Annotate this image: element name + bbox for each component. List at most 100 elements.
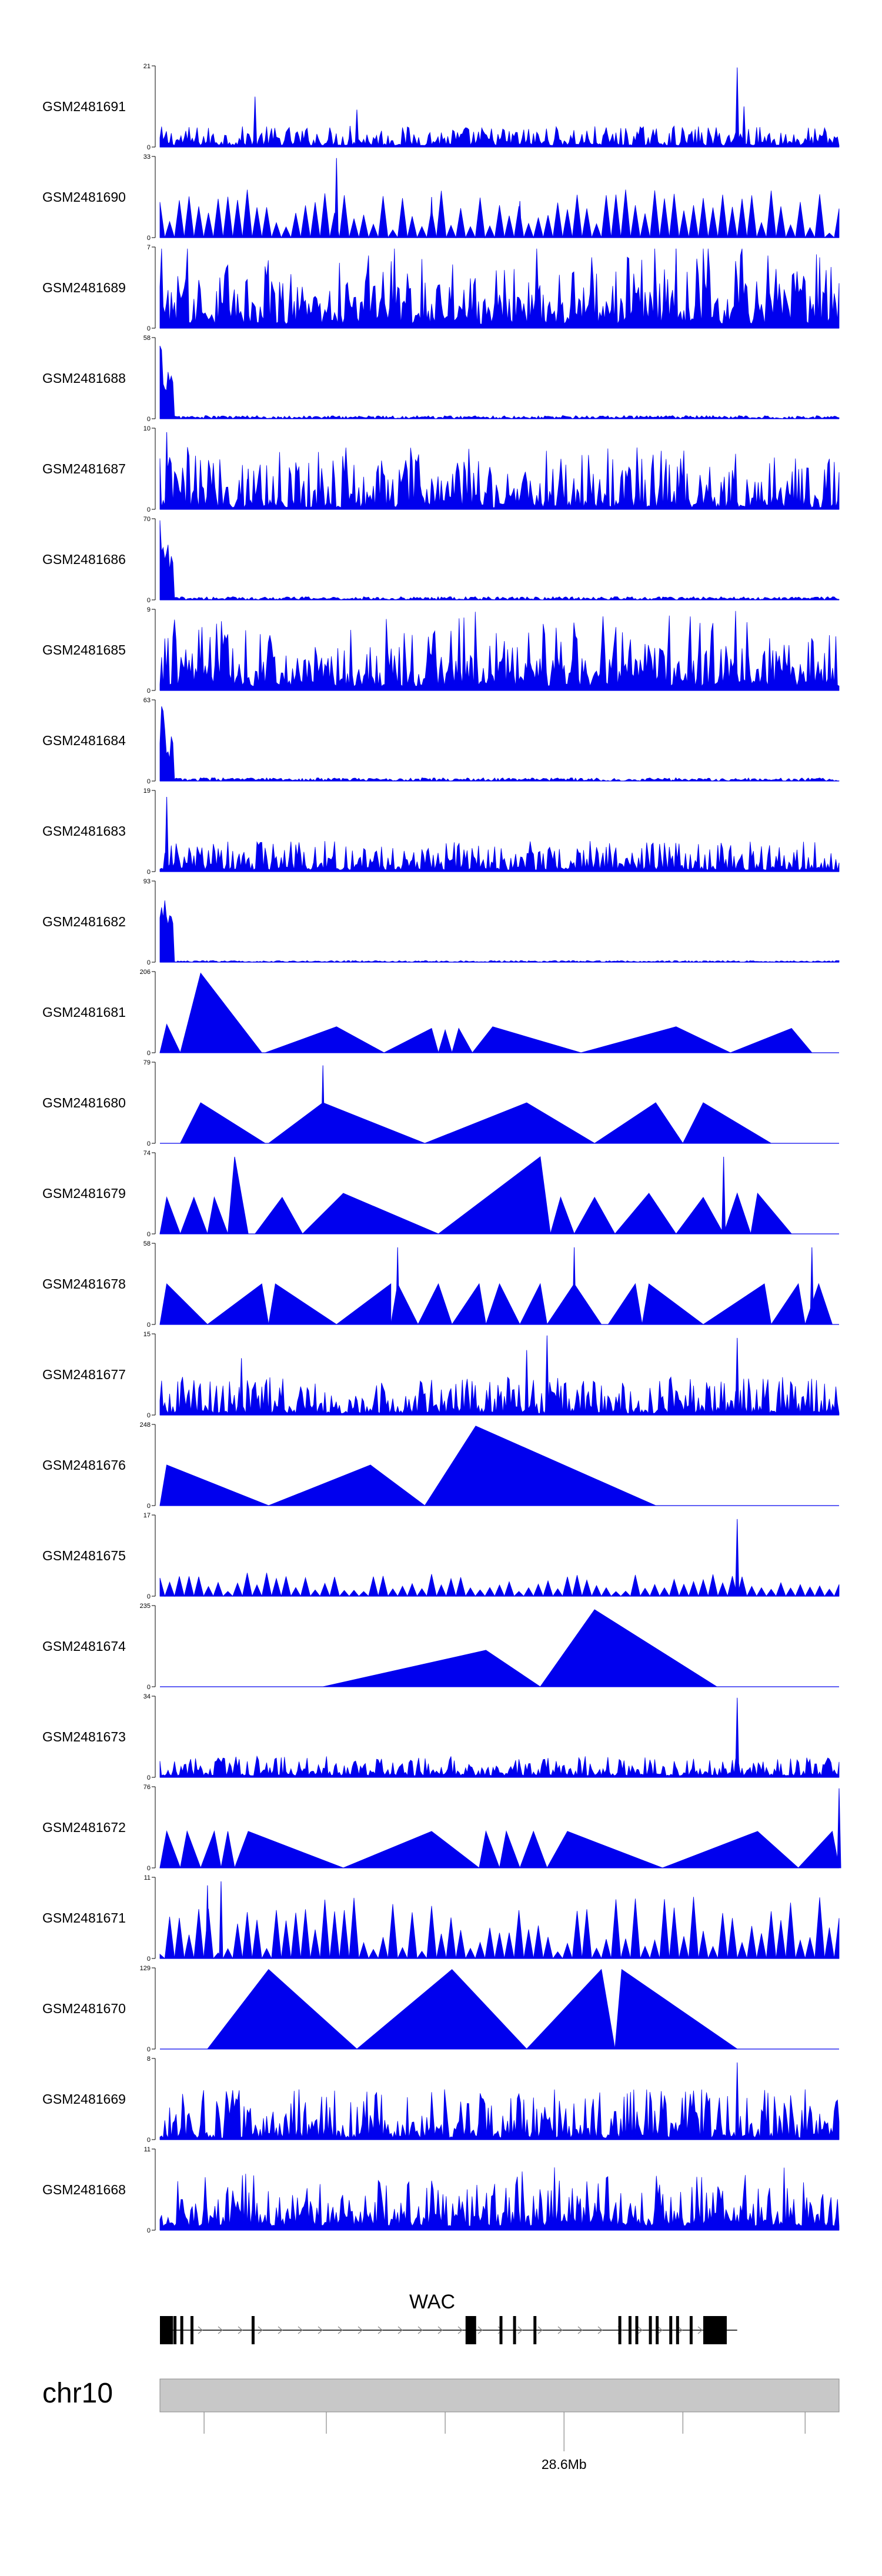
gene-exon bbox=[618, 2316, 622, 2344]
coverage-spike bbox=[334, 158, 339, 238]
track-label: GSM2481673 bbox=[42, 1729, 126, 1744]
track-label: GSM2481676 bbox=[42, 1457, 126, 1473]
coverage-peak bbox=[268, 1102, 425, 1144]
coverage-spike bbox=[735, 67, 740, 148]
coverage-peak bbox=[302, 1193, 439, 1234]
gene-exon bbox=[180, 2316, 183, 2344]
gene-exon bbox=[635, 2316, 639, 2344]
track-label: GSM2481672 bbox=[42, 1820, 126, 1835]
coverage-peak bbox=[797, 1830, 840, 1868]
coverage-spike bbox=[674, 248, 679, 329]
track-GSM2481678: GSM2481678 58 0 bbox=[42, 1240, 839, 1329]
coverage-peak bbox=[580, 1026, 731, 1053]
coverage-signal bbox=[159, 248, 840, 329]
coverage-signal bbox=[159, 520, 840, 600]
coverage-peak bbox=[343, 1831, 480, 1868]
gene-label: WAC bbox=[409, 2291, 455, 2313]
y-max-label: 11 bbox=[144, 2146, 151, 2153]
y-min-label: 0 bbox=[147, 1503, 151, 1510]
y-max-label: 10 bbox=[143, 425, 151, 432]
track-label: GSM2481671 bbox=[42, 1910, 126, 1926]
y-max-label: 74 bbox=[143, 1150, 151, 1157]
track-GSM2481676: GSM2481676 248 0 bbox=[42, 1422, 839, 1510]
y-min-label: 0 bbox=[147, 1684, 151, 1691]
strand-arrow bbox=[537, 2326, 543, 2334]
coverage-spike bbox=[246, 468, 250, 510]
coverage-peak bbox=[220, 1831, 235, 1868]
coverage-spike bbox=[517, 201, 522, 238]
coverage-peak bbox=[499, 1830, 520, 1868]
coverage-peak bbox=[227, 1156, 249, 1234]
strand-arrow bbox=[637, 2326, 643, 2334]
y-max-label: 9 bbox=[147, 606, 151, 613]
coverage-spike bbox=[524, 1350, 529, 1416]
strand-arrow bbox=[198, 2326, 203, 2334]
y-max-label: 93 bbox=[143, 878, 151, 885]
coverage-peak bbox=[770, 1283, 806, 1325]
coverage-signal bbox=[159, 1755, 840, 1778]
coverage-signal bbox=[159, 189, 840, 239]
y-min-label: 0 bbox=[147, 688, 151, 695]
track-label: GSM2481679 bbox=[42, 1186, 126, 1201]
coverage-peak bbox=[268, 1283, 338, 1325]
coverage-peak bbox=[180, 1830, 202, 1868]
track-GSM2481670: GSM2481670 129 0 bbox=[42, 1965, 839, 2053]
y-max-label: 34 bbox=[143, 1693, 151, 1700]
coverage-peak bbox=[451, 1283, 486, 1325]
gene-model bbox=[160, 2316, 737, 2344]
gene-exon bbox=[669, 2316, 673, 2344]
coverage-spike bbox=[239, 1358, 244, 1416]
track-label: GSM2481675 bbox=[42, 1548, 126, 1563]
track-GSM2481668: GSM2481668 11 0 bbox=[42, 2146, 840, 2234]
track-label: GSM2481686 bbox=[42, 552, 126, 567]
track-GSM2481674: GSM2481674 235 0 bbox=[42, 1603, 839, 1691]
gene-exon bbox=[173, 2316, 177, 2344]
gene-exon bbox=[513, 2316, 516, 2344]
track-label: GSM2481678 bbox=[42, 1276, 126, 1292]
coverage-spike bbox=[735, 2062, 740, 2140]
coverage-spike bbox=[253, 96, 258, 148]
coverage-signal bbox=[159, 900, 840, 963]
y-min-label: 0 bbox=[147, 959, 151, 966]
track-label: GSM2481684 bbox=[42, 733, 126, 748]
coverage-signal bbox=[159, 1573, 840, 1597]
track-GSM2481680: GSM2481680 79 0 bbox=[42, 1059, 839, 1147]
gene-exon bbox=[628, 2316, 632, 2344]
chromosome-track: chr10 28.6Mb bbox=[42, 2378, 840, 2472]
gene-exon bbox=[676, 2316, 679, 2344]
track-label: GSM2481688 bbox=[42, 371, 126, 386]
strand-arrow bbox=[358, 2326, 363, 2334]
strand-arrow bbox=[298, 2326, 303, 2334]
track-GSM2481671: GSM2481671 11 0 bbox=[42, 1874, 840, 1963]
coverage-peak bbox=[804, 1283, 833, 1325]
coverage-spike bbox=[348, 126, 352, 148]
strand-arrow bbox=[597, 2326, 603, 2334]
strand-arrow bbox=[477, 2326, 483, 2334]
coverage-peak bbox=[254, 1196, 303, 1234]
gene-exon bbox=[251, 2316, 255, 2344]
coverage-peak bbox=[519, 1283, 547, 1325]
y-max-label: 63 bbox=[143, 697, 151, 704]
coverage-spike bbox=[538, 1156, 543, 1234]
track-GSM2481687: GSM2481687 10 0 bbox=[42, 425, 840, 513]
coverage-peak bbox=[675, 1196, 724, 1234]
strand-arrow bbox=[677, 2326, 683, 2334]
y-max-label: 206 bbox=[140, 969, 151, 976]
coverage-peak bbox=[179, 1102, 266, 1144]
y-max-label: 70 bbox=[143, 516, 151, 523]
y-min-label: 0 bbox=[147, 1865, 151, 1872]
coverage-spike bbox=[355, 109, 359, 148]
position-label: 28.6Mb bbox=[542, 2457, 587, 2472]
coverage-peak bbox=[750, 1192, 793, 1234]
track-GSM2481673: GSM2481673 34 0 bbox=[42, 1693, 840, 1781]
track-GSM2481677: GSM2481677 15 0 bbox=[42, 1331, 840, 1419]
track-GSM2481672: GSM2481672 76 0 bbox=[42, 1784, 841, 1872]
strand-arrow bbox=[657, 2326, 663, 2334]
gene-exon bbox=[170, 2316, 173, 2344]
gene-exon bbox=[533, 2316, 537, 2344]
coverage-signal bbox=[159, 125, 840, 148]
y-min-label: 0 bbox=[147, 325, 151, 332]
gene-exon bbox=[649, 2316, 652, 2344]
track-label: GSM2481674 bbox=[42, 1639, 126, 1654]
strand-arrow bbox=[218, 2326, 223, 2334]
